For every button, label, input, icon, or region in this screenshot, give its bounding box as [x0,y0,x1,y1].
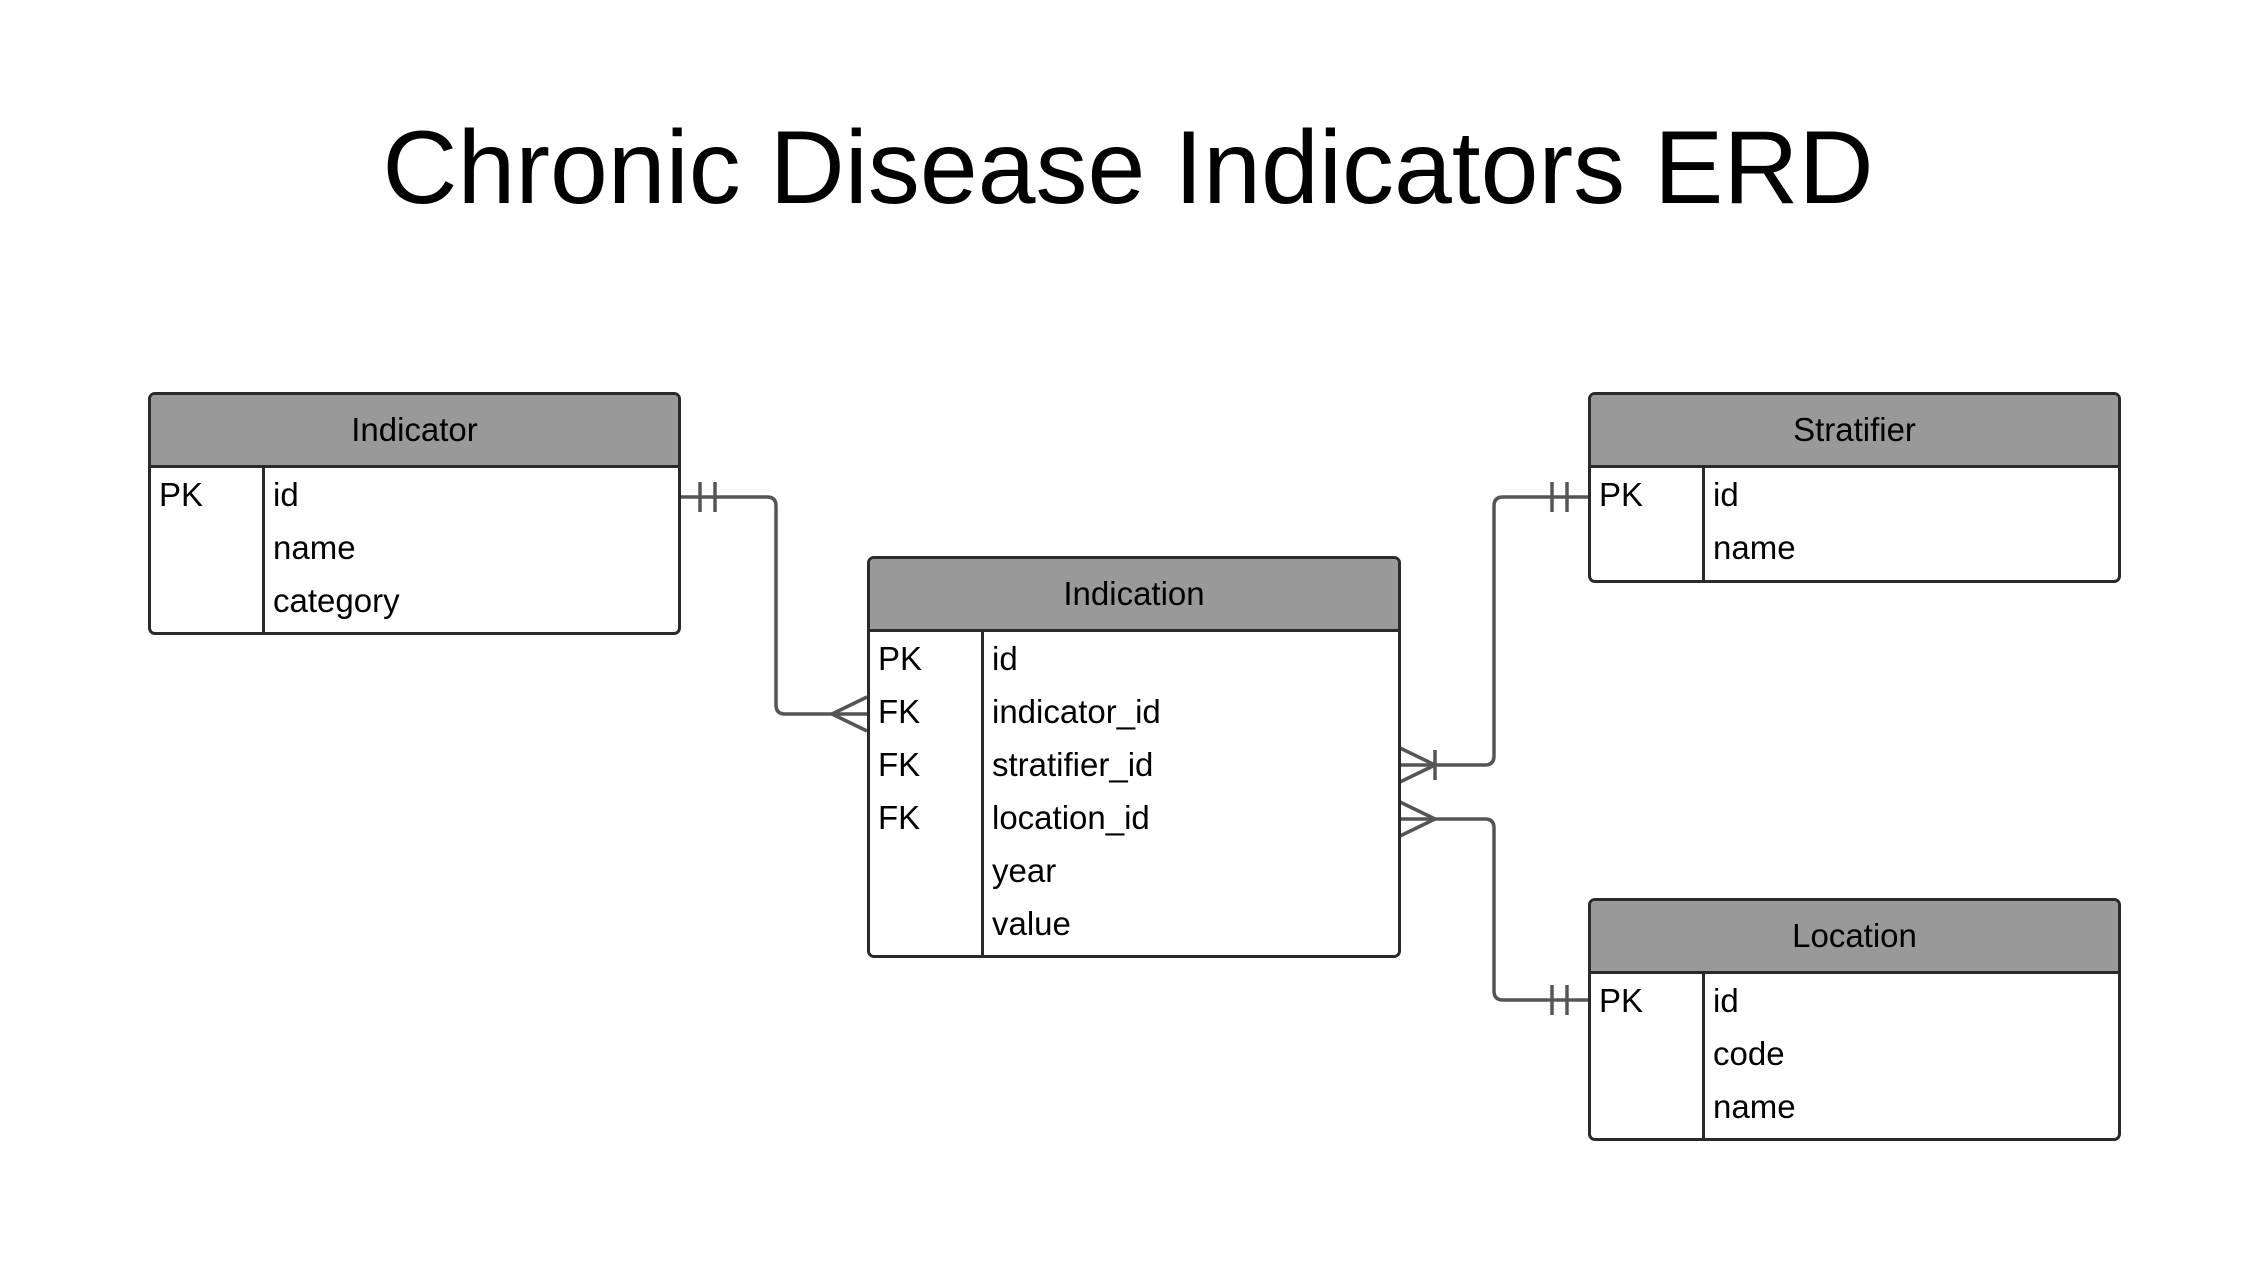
attribute-row: category [151,581,678,632]
attribute-row: value [870,904,1398,955]
entity-location-title: Location [1591,901,2118,974]
attribute-key: PK [1599,476,1644,513]
attribute-name: id [1713,476,1739,513]
attribute-row: name [1591,1087,2118,1138]
entity-indicator-title: Indicator [151,395,678,468]
entity-stratifier: Stratifier PK id name [1588,392,2121,583]
attribute-name: category [273,582,400,619]
attribute-name: stratifier_id [992,746,1154,783]
key-column-divider [1702,974,1705,1138]
attribute-row: name [151,528,678,581]
attribute-row: year [870,851,1398,904]
attribute-row: code [1591,1034,2118,1087]
attribute-row: FK stratifier_id [870,745,1398,798]
entity-indication-title: Indication [870,559,1398,632]
connector-indicator-indication [678,495,867,716]
attribute-row: PK id [1591,475,2118,528]
attribute-row: FK location_id [870,798,1398,851]
attribute-key: FK [878,746,921,783]
attribute-name: id [273,476,299,513]
attribute-row: PK id [151,475,678,528]
key-column-divider [262,468,265,632]
attribute-name: name [1713,529,1796,566]
attribute-name: value [992,905,1071,942]
entity-indicator: Indicator PK id name category [148,392,681,635]
indication-crowfoot-location [1399,800,1436,838]
diagram-title: Chronic Disease Indicators ERD [382,110,1874,226]
attribute-key: PK [159,476,204,513]
attribute-key: FK [878,799,921,836]
key-column-divider [981,632,984,955]
attribute-key: PK [1599,982,1644,1019]
attribute-key: PK [878,640,923,677]
connector-location-indication [1400,817,1588,1002]
attribute-row: PK id [1591,981,2118,1034]
indication-crowfoot-stratifier [1399,746,1436,784]
indication-crowfoot-indicator [831,695,868,733]
key-column-divider [1702,468,1705,580]
attribute-key: FK [878,693,921,730]
attribute-row: FK indicator_id [870,692,1398,745]
attribute-row: PK id [870,639,1398,692]
entity-location: Location PK id code name [1588,898,2121,1141]
entity-indication: Indication PK id FK indicator_id FK stra… [867,556,1401,958]
attribute-name: name [273,529,356,566]
attribute-name: year [992,852,1057,889]
attribute-name: id [1713,982,1739,1019]
entity-stratifier-title: Stratifier [1591,395,2118,468]
attribute-name: indicator_id [992,693,1161,730]
attribute-row: name [1591,528,2118,580]
attribute-name: name [1713,1088,1796,1125]
connector-stratifier-indication [1400,495,1588,767]
attribute-name: location_id [992,799,1150,836]
attribute-name: id [992,640,1018,677]
attribute-name: code [1713,1035,1785,1072]
